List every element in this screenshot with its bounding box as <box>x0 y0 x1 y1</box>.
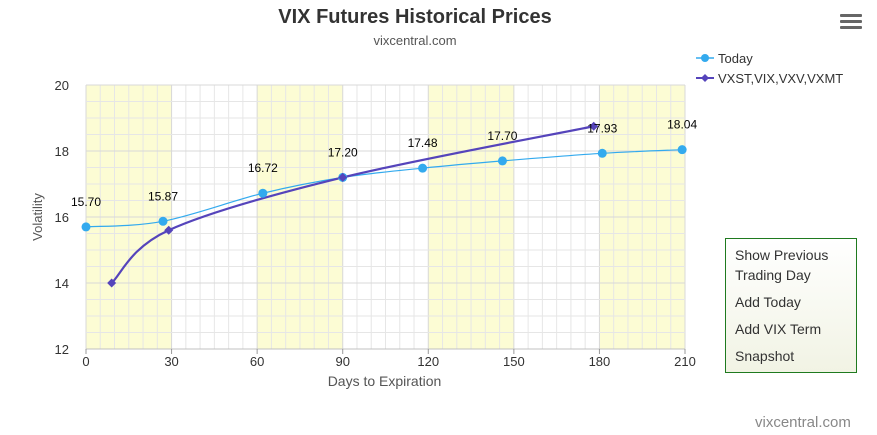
data-point-today <box>158 216 168 226</box>
menu-bar <box>840 14 862 17</box>
x-axis-label: Days to Expiration <box>328 373 442 389</box>
data-label-today: 17.93 <box>587 121 617 135</box>
x-tick-label: 0 <box>82 354 89 369</box>
data-point-today <box>418 163 428 173</box>
data-point-today <box>258 188 268 198</box>
chart-legend: Today VXST,VIX,VXV,VXMT <box>696 48 843 88</box>
x-tick-label: 150 <box>503 354 525 369</box>
hamburger-menu-icon[interactable] <box>840 14 862 32</box>
menu-item-add-vix-term[interactable]: Add VIX Term <box>735 321 822 337</box>
y-axis-label: Volatility <box>30 193 45 241</box>
legend-symbol-circle-icon <box>696 54 714 62</box>
credits-link[interactable]: vixcentral.com <box>755 414 851 431</box>
legend-label: VXST,VIX,VXV,VXMT <box>718 70 844 86</box>
x-tick-label: 180 <box>589 354 611 369</box>
chart-title: VIX Futures Historical Prices <box>278 6 552 28</box>
y-tick-label: 16 <box>55 210 69 225</box>
legend-item-today[interactable]: Today <box>696 48 843 68</box>
data-label-today: 18.04 <box>667 118 697 132</box>
context-menu: Show Previous Trading Day Add Today Add … <box>725 238 857 373</box>
y-tick-label: 14 <box>55 276 69 291</box>
data-point-vix-term <box>338 172 348 182</box>
series-line-vix-term <box>110 125 594 284</box>
x-tick-label: 120 <box>417 354 439 369</box>
y-tick-label: 20 <box>55 78 69 93</box>
chart-subtitle: vixcentral.com <box>373 33 457 48</box>
x-tick-label: 60 <box>250 354 264 369</box>
data-point-today <box>81 222 91 232</box>
x-tick-label: 210 <box>674 354 696 369</box>
data-point-vix-term <box>589 121 599 131</box>
menu-item-show-previous-trading-day[interactable]: Show Previous Trading Day <box>735 247 829 283</box>
data-point-vix-term <box>107 278 117 288</box>
x-tick-label: 30 <box>164 354 178 369</box>
menu-item-add-today[interactable]: Add Today <box>735 294 801 310</box>
data-label-today: 15.87 <box>148 189 178 203</box>
y-tick-label: 18 <box>55 144 69 159</box>
data-label-today: 17.20 <box>328 145 358 159</box>
menu-bar <box>840 20 862 23</box>
legend-item-vix-term[interactable]: VXST,VIX,VXV,VXMT <box>696 68 843 88</box>
legend-symbol-diamond-icon <box>696 74 714 82</box>
data-point-today <box>597 148 607 158</box>
data-point-today <box>677 145 687 155</box>
series-line-today <box>85 149 683 228</box>
data-point-today <box>497 156 507 166</box>
data-label-today: 16.72 <box>248 161 278 175</box>
data-label-today: 15.70 <box>71 195 101 209</box>
data-label-today: 17.70 <box>487 129 517 143</box>
legend-label: Today <box>718 50 753 66</box>
x-tick-label: 90 <box>335 354 349 369</box>
y-tick-label: 12 <box>55 342 69 357</box>
menu-item-snapshot[interactable]: Snapshot <box>735 348 795 364</box>
menu-bar <box>840 26 862 29</box>
data-point-vix-term <box>164 225 174 235</box>
data-label-today: 17.48 <box>408 136 438 150</box>
